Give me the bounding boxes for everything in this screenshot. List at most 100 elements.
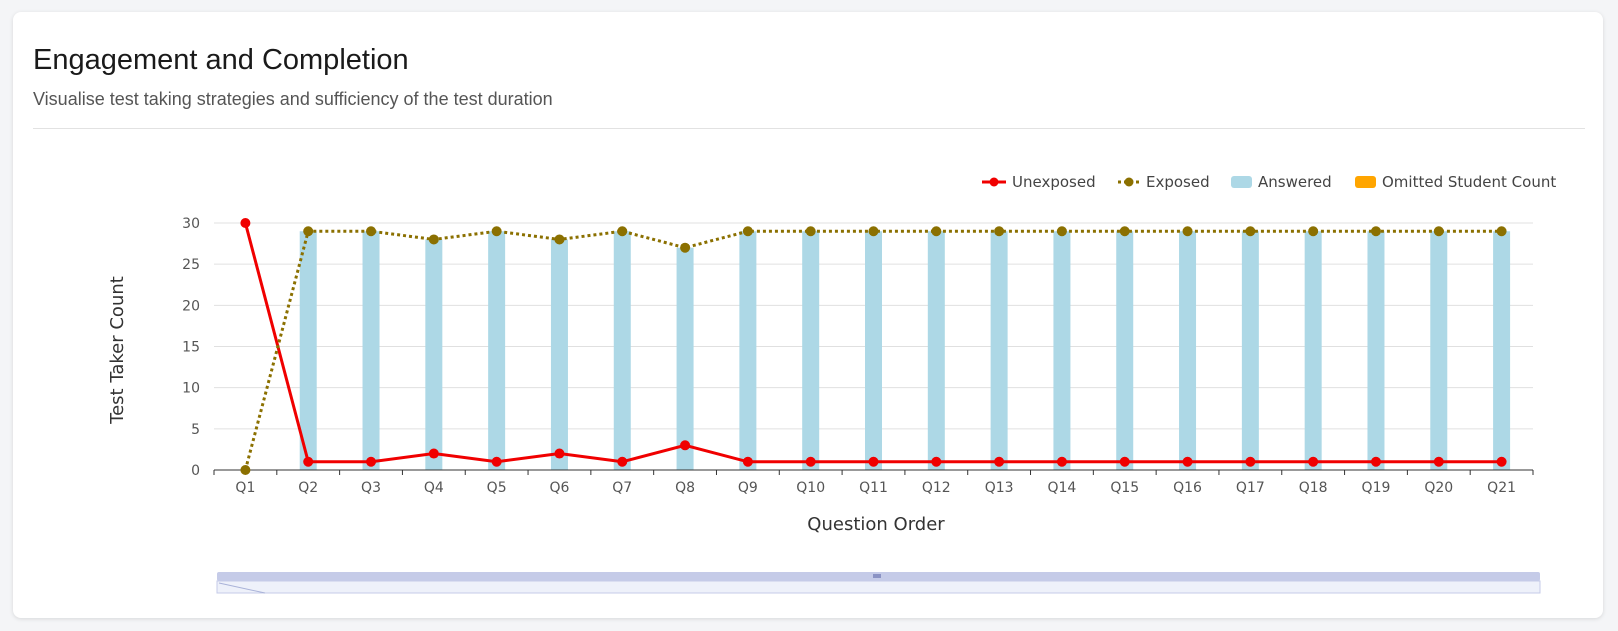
point-exposed[interactable]: [554, 234, 565, 245]
point-exposed[interactable]: [742, 226, 753, 237]
bar-answered[interactable]: [865, 231, 882, 470]
x-tick-label: Q14: [1048, 480, 1077, 496]
point-exposed[interactable]: [994, 226, 1005, 237]
legend-item-exposed[interactable]: Exposed: [1118, 173, 1210, 191]
point-exposed[interactable]: [680, 242, 691, 253]
y-axis-title: Test Taker Count: [107, 276, 128, 425]
legend-item-omitted-student-count[interactable]: Omitted Student Count: [1355, 173, 1556, 191]
point-exposed[interactable]: [931, 226, 942, 237]
point-exposed[interactable]: [303, 226, 314, 237]
point-exposed[interactable]: [1496, 226, 1507, 237]
chart-legend[interactable]: Unexposed Exposed Answered Omitted Student …: [982, 173, 1556, 191]
legend-label: Unexposed: [1012, 173, 1096, 191]
point-exposed[interactable]: [617, 226, 628, 237]
x-tick-label: Q9: [738, 480, 758, 496]
x-tick-label: Q17: [1236, 480, 1265, 496]
point-unexposed[interactable]: [303, 456, 314, 467]
y-tick-label: 20: [182, 298, 200, 314]
point-unexposed[interactable]: [1433, 456, 1444, 467]
x-tick-label: Q8: [675, 480, 695, 496]
legend-item-answered[interactable]: Answered: [1231, 173, 1332, 191]
legend-label: Exposed: [1146, 173, 1210, 191]
point-exposed[interactable]: [1433, 226, 1444, 237]
point-exposed[interactable]: [428, 234, 439, 245]
bar-answered[interactable]: [1179, 231, 1197, 470]
x-tick-label: Q12: [922, 480, 951, 496]
x-tick-label: Q3: [361, 480, 381, 496]
data-zoom-slider[interactable]: [216, 572, 1541, 594]
point-unexposed[interactable]: [554, 448, 565, 459]
point-unexposed[interactable]: [680, 440, 691, 451]
x-tick-label: Q1: [235, 480, 255, 496]
bar-answered[interactable]: [1493, 231, 1511, 470]
bar-answered[interactable]: [613, 231, 631, 470]
card-subtitle: Visualise test taking strategies and suf…: [33, 89, 553, 109]
point-unexposed[interactable]: [366, 456, 377, 467]
bar-answered[interactable]: [739, 231, 757, 470]
point-exposed[interactable]: [366, 226, 377, 237]
legend-item-unexposed[interactable]: Unexposed: [982, 173, 1096, 191]
legend-bar-symbol: [1231, 176, 1252, 188]
point-unexposed[interactable]: [1182, 456, 1193, 467]
point-unexposed[interactable]: [994, 456, 1005, 467]
bar-answered[interactable]: [927, 231, 945, 470]
bar-answered[interactable]: [676, 247, 694, 470]
point-exposed[interactable]: [1056, 226, 1067, 237]
point-unexposed[interactable]: [491, 456, 502, 467]
bar-answered[interactable]: [1430, 231, 1448, 470]
x-tick-label: Q11: [859, 480, 888, 496]
bar-answered[interactable]: [299, 231, 317, 470]
bar-answered[interactable]: [990, 231, 1008, 470]
point-exposed[interactable]: [868, 226, 879, 237]
point-exposed[interactable]: [805, 226, 816, 237]
bar-answered[interactable]: [1304, 231, 1322, 470]
point-unexposed[interactable]: [428, 448, 439, 459]
zoom-preview-area[interactable]: [216, 580, 1541, 594]
x-axis-title: Question Order: [807, 514, 945, 535]
x-tick-label: Q2: [298, 480, 318, 496]
point-unexposed[interactable]: [1119, 456, 1130, 467]
zoom-preview-line: [218, 582, 266, 594]
y-tick-label: 0: [191, 463, 200, 479]
bar-answered[interactable]: [1241, 231, 1259, 470]
point-exposed[interactable]: [1308, 226, 1319, 237]
point-exposed[interactable]: [1370, 226, 1381, 237]
point-unexposed[interactable]: [1370, 456, 1381, 467]
point-unexposed[interactable]: [240, 218, 251, 228]
point-exposed[interactable]: [1182, 226, 1193, 237]
point-unexposed[interactable]: [1308, 456, 1319, 467]
point-unexposed[interactable]: [1056, 456, 1067, 467]
x-tick-label: Q5: [487, 480, 507, 496]
point-exposed[interactable]: [1245, 226, 1256, 237]
x-tick-label: Q10: [796, 480, 825, 496]
x-tick-label: Q15: [1110, 480, 1139, 496]
x-tick-label: Q4: [424, 480, 444, 496]
point-exposed[interactable]: [240, 465, 251, 475]
point-exposed[interactable]: [1119, 226, 1130, 237]
point-unexposed[interactable]: [617, 456, 628, 467]
bar-answered[interactable]: [802, 231, 820, 470]
legend-point-symbol: [1124, 177, 1134, 187]
bar-answered[interactable]: [1367, 231, 1385, 470]
bar-answered[interactable]: [425, 239, 443, 470]
point-unexposed[interactable]: [1496, 456, 1507, 467]
point-unexposed[interactable]: [805, 456, 816, 467]
y-tick-label: 5: [191, 422, 200, 438]
bar-answered[interactable]: [488, 231, 506, 470]
bar-answered[interactable]: [1053, 231, 1071, 470]
x-tick-label: Q20: [1424, 480, 1453, 496]
bar-answered[interactable]: [550, 239, 568, 470]
bar-answered[interactable]: [1116, 231, 1134, 470]
answered-bars: [299, 231, 1511, 470]
point-unexposed[interactable]: [931, 456, 942, 467]
y-tick-label: 30: [182, 216, 200, 232]
point-unexposed[interactable]: [1245, 456, 1256, 467]
bar-answered[interactable]: [362, 231, 380, 470]
point-unexposed[interactable]: [742, 456, 753, 467]
legend-bar-symbol: [1355, 176, 1376, 188]
point-exposed[interactable]: [491, 226, 502, 237]
point-unexposed[interactable]: [868, 456, 879, 467]
chart-axes: 0 5 10 15 20 25 30 Q1 Q2 Q3 Q4 Q5 Q6 Q7 Q8 Q9 Q10 Q11 Q12 Q…: [182, 216, 1534, 496]
zoom-drag-handle[interactable]: [873, 574, 881, 578]
